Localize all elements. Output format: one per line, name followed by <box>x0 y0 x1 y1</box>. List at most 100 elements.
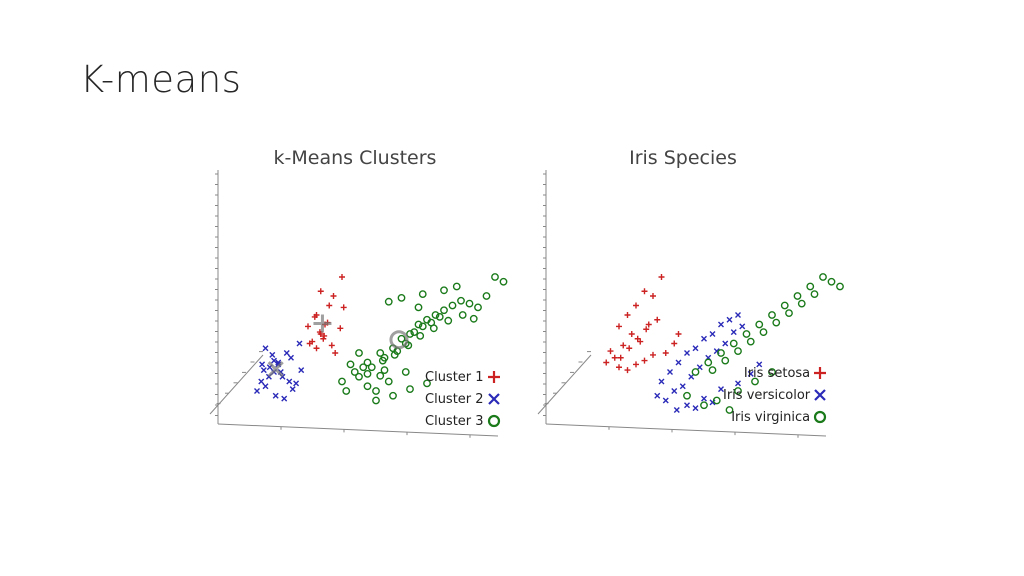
data-point-circle <box>712 396 721 405</box>
data-point-plus <box>339 274 345 280</box>
data-point-circle <box>416 331 425 340</box>
data-point-plus <box>311 313 318 320</box>
data-point-x <box>289 386 296 393</box>
data-point-circle <box>435 312 444 321</box>
data-point-circle <box>414 303 423 312</box>
legend-label: Cluster 2 <box>425 391 484 407</box>
data-point-circle <box>346 360 355 369</box>
data-point-plus <box>645 321 652 328</box>
circle-marker-icon <box>487 414 500 428</box>
data-point-x <box>286 378 293 385</box>
data-point-plus <box>658 274 665 280</box>
z-axis-line <box>209 354 264 415</box>
legend-item-cluster-2: Cluster 2 <box>425 388 501 410</box>
data-point-x <box>272 392 279 399</box>
data-point-circle <box>444 316 453 325</box>
x-marker-icon <box>814 389 826 401</box>
data-point-circle <box>482 292 491 300</box>
data-point-x <box>675 359 682 366</box>
centroid-marker <box>389 330 409 350</box>
data-point-x <box>709 331 716 337</box>
data-point-x <box>692 405 699 412</box>
data-point-x <box>679 383 686 390</box>
data-point-x <box>658 378 665 385</box>
data-point-plus <box>626 345 633 352</box>
data-point-x <box>662 397 669 404</box>
data-point-circle <box>440 286 448 295</box>
data-point-circle <box>384 377 393 386</box>
data-point-x <box>735 312 741 318</box>
chart-kmeans-clusters: k-Means Clusters Cluster 1 Cluster 2 Clu… <box>190 140 520 450</box>
data-point-x <box>654 392 661 399</box>
data-point-x <box>259 361 266 368</box>
data-point-x <box>688 373 695 380</box>
data-point-plus <box>650 351 656 358</box>
data-point-circle <box>742 330 751 338</box>
data-point-circle <box>708 366 717 375</box>
data-point-plus <box>616 323 622 330</box>
slide-title: K-means <box>80 58 242 101</box>
data-point-plus <box>641 357 648 364</box>
legend-item-cluster-3: Cluster 3 <box>425 410 501 432</box>
data-point-circle <box>729 339 738 348</box>
data-point-circle <box>431 311 440 319</box>
data-point-x <box>747 370 754 377</box>
data-point-circle <box>759 328 768 337</box>
data-point-circle <box>785 309 793 318</box>
plus-marker-icon <box>814 367 827 379</box>
data-point-circle <box>355 372 363 381</box>
chart-title: k-Means Clusters <box>273 147 437 169</box>
data-point-x <box>293 380 300 387</box>
data-point-x <box>718 321 724 328</box>
z-axis-line <box>537 354 592 415</box>
data-point-circle <box>717 349 725 357</box>
data-point-plus <box>603 359 610 366</box>
data-point-circle <box>359 363 368 372</box>
data-point-plus <box>616 364 622 371</box>
data-point-circle <box>414 320 423 329</box>
data-point-circle <box>390 350 399 359</box>
data-point-plus <box>628 331 635 337</box>
data-point-plus <box>662 350 669 356</box>
data-point-circle <box>418 322 427 331</box>
data-point-x <box>667 369 673 375</box>
data-point-x <box>671 388 678 394</box>
legend: Iris setosa Iris versicolor Iris virgini… <box>723 362 827 428</box>
data-point-x <box>288 354 294 361</box>
data-point-circle <box>376 371 385 380</box>
data-point-circle <box>397 293 406 302</box>
data-point-circle <box>363 382 372 391</box>
data-point-plus <box>650 293 656 299</box>
legend: Cluster 1 Cluster 2 Cluster 3 <box>425 366 501 432</box>
chart-title: Iris Species <box>629 147 737 169</box>
data-point-x <box>673 407 680 413</box>
data-point-plus <box>326 302 333 309</box>
data-point-circle <box>342 387 351 395</box>
data-point-circle <box>378 356 387 365</box>
data-point-x <box>260 367 267 374</box>
data-point-plus <box>617 354 624 361</box>
data-point-x <box>684 350 690 356</box>
data-point-circle <box>458 311 467 319</box>
data-point-circle <box>389 391 397 400</box>
data-point-x <box>735 380 741 387</box>
data-point-plus <box>611 354 618 361</box>
legend-label: Cluster 3 <box>425 413 484 429</box>
data-point-plus <box>620 342 627 349</box>
data-point-circle <box>429 324 438 333</box>
data-point-circle <box>397 334 406 343</box>
circle-marker-icon <box>814 410 827 424</box>
data-point-plus <box>330 293 337 299</box>
data-point-plus <box>328 342 335 349</box>
centroid-marker <box>313 314 332 333</box>
centroid-marker <box>267 361 284 378</box>
data-point-circle <box>406 330 414 338</box>
data-point-x <box>730 329 737 336</box>
plus-marker-icon <box>487 371 500 383</box>
data-point-circle <box>452 282 461 291</box>
data-point-circle <box>372 387 380 395</box>
data-point-circle <box>465 299 474 308</box>
data-point-x <box>262 345 269 352</box>
data-point-circle <box>457 296 465 305</box>
data-point-circle <box>350 368 359 376</box>
